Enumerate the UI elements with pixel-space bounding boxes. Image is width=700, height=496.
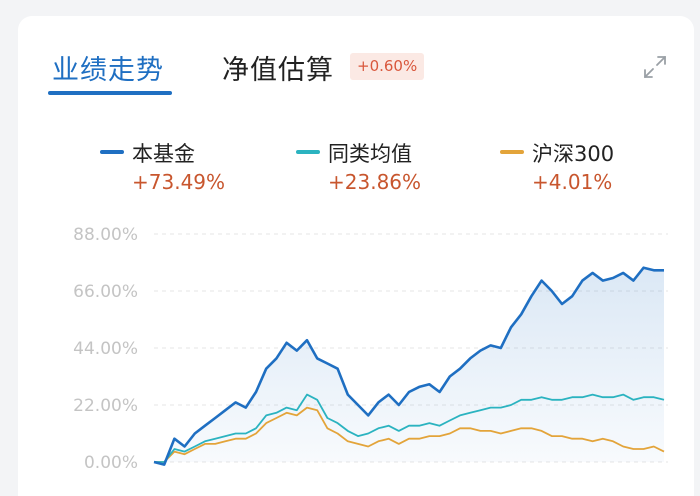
- legend-line-fund: [100, 150, 124, 154]
- y-tick-label: 0.00%: [84, 453, 138, 473]
- legend-value-fund: +73.49%: [132, 170, 226, 194]
- legend-name-fund: 本基金: [132, 142, 195, 166]
- legend-name-peer-average: 同类均值: [328, 142, 412, 166]
- tab-nav-estimate[interactable]: 净值估算: [222, 55, 334, 86]
- legend-value-csi300: +4.01%: [532, 170, 613, 194]
- legend-value-peer-average: +23.86%: [328, 170, 422, 194]
- y-tick-label: 88.00%: [73, 225, 138, 245]
- performance-chart[interactable]: 88.00% 66.00% 44.00% 22.00% 0.00%: [18, 16, 694, 481]
- tab-performance[interactable]: 业绩走势: [52, 55, 164, 86]
- series-line-csi300: [154, 406, 665, 463]
- y-tick-label: 66.00%: [73, 282, 138, 302]
- legend-name-csi300: 沪深300: [532, 142, 615, 166]
- nav-estimate-change-badge: +0.60%: [350, 53, 425, 80]
- performance-card: 业绩走势 净值估算 +0.60% 本基金 +73.49% 同类均值 +23.86…: [18, 16, 694, 496]
- legend-line-peer-average: [296, 150, 320, 154]
- expand-icon[interactable]: [642, 54, 668, 80]
- series-line-fund: [153, 266, 664, 466]
- y-tick-label: 44.00%: [73, 339, 138, 359]
- series-line-peer-average: [154, 393, 665, 463]
- legend-line-csi300: [500, 150, 524, 154]
- y-tick-label: 22.00%: [73, 396, 138, 416]
- y-axis-ticks: 88.00% 66.00% 44.00% 22.00% 0.00%: [73, 225, 138, 473]
- tab-bar: 业绩走势 净值估算 +0.60%: [18, 16, 694, 96]
- tab-active-indicator: [48, 91, 172, 95]
- chart-series: [153, 266, 665, 466]
